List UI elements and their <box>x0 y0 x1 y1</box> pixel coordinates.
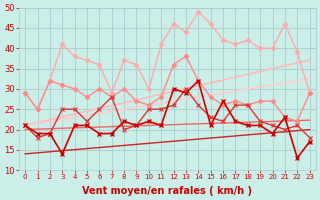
X-axis label: Vent moyen/en rafales ( km/h ): Vent moyen/en rafales ( km/h ) <box>82 186 252 196</box>
